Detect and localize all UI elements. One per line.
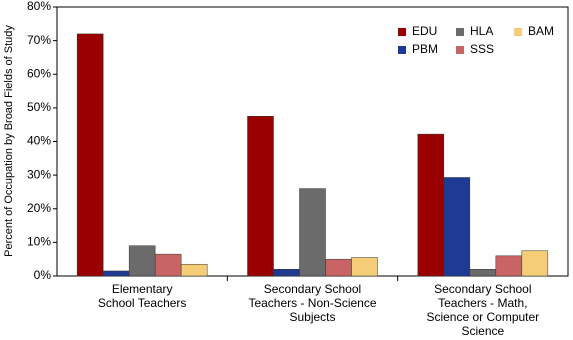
y-tick-label: 0%	[34, 268, 52, 282]
bar	[154, 253, 182, 277]
y-tick-label: 10%	[27, 235, 51, 249]
legend-label: BAM	[528, 24, 554, 38]
y-tick-label: 40%	[27, 134, 51, 148]
legend-label: PBM	[412, 42, 438, 56]
legend-label: SSS	[470, 42, 494, 56]
legend-label: EDU	[412, 24, 437, 38]
bar	[443, 177, 471, 277]
legend-label: HLA	[470, 24, 493, 38]
bar	[273, 269, 300, 277]
y-axis-label: Percent of Occupation by Broad Fields of…	[3, 25, 15, 257]
bar	[128, 245, 156, 277]
bar	[299, 188, 326, 277]
y-tick-label: 70%	[27, 33, 51, 47]
legend-swatch	[398, 28, 406, 36]
legend-swatch	[456, 28, 464, 36]
x-tick-label: Elementary School Teachers	[97, 282, 187, 310]
y-tick-label: 60%	[27, 66, 51, 80]
bar	[102, 270, 130, 277]
bar	[521, 250, 549, 277]
bar	[495, 255, 523, 277]
x-tick-label: Secondary School Teachers - Math, Scienc…	[426, 282, 540, 338]
y-tick-label: 50%	[27, 100, 51, 114]
bar	[351, 257, 378, 277]
bar	[76, 33, 104, 277]
bar	[325, 258, 352, 277]
bar	[417, 133, 445, 277]
y-tick-label: 80%	[27, 0, 51, 13]
legend-swatch	[456, 46, 464, 54]
bar	[247, 116, 274, 277]
x-tick-label: Secondary School Teachers - Non-Science …	[248, 282, 377, 324]
bar	[469, 269, 497, 277]
legend-swatch	[514, 28, 522, 36]
y-tick-label: 30%	[27, 167, 51, 181]
legend-swatch	[398, 46, 406, 54]
bar	[180, 263, 208, 277]
y-tick-label: 20%	[27, 201, 51, 215]
